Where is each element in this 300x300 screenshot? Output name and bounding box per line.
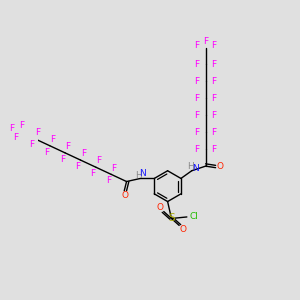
Text: F: F	[35, 128, 40, 137]
Text: F: F	[90, 169, 95, 178]
Text: F: F	[65, 142, 70, 151]
Text: F: F	[212, 111, 217, 120]
Text: F: F	[212, 94, 217, 103]
Text: S: S	[168, 214, 175, 224]
Text: F: F	[212, 77, 217, 86]
Text: F: F	[195, 94, 200, 103]
Text: H: H	[188, 162, 194, 171]
Text: F: F	[195, 77, 200, 86]
Text: O: O	[217, 162, 224, 171]
Text: O: O	[156, 203, 164, 212]
Text: F: F	[10, 124, 15, 133]
Text: F: F	[195, 111, 200, 120]
Text: O: O	[122, 191, 128, 200]
Text: N: N	[139, 169, 146, 178]
Text: F: F	[50, 135, 55, 144]
Text: F: F	[212, 128, 217, 137]
Text: Cl: Cl	[189, 212, 198, 221]
Text: F: F	[195, 41, 200, 50]
Text: F: F	[212, 41, 217, 50]
Text: F: F	[195, 145, 200, 154]
Text: F: F	[29, 140, 34, 149]
Text: F: F	[96, 156, 101, 165]
Text: F: F	[203, 37, 208, 46]
Text: F: F	[195, 128, 200, 137]
Text: F: F	[195, 60, 200, 69]
Text: F: F	[60, 155, 65, 164]
Text: F: F	[20, 121, 25, 130]
Text: F: F	[44, 148, 50, 157]
Text: F: F	[212, 145, 217, 154]
Text: N: N	[192, 164, 199, 173]
Text: F: F	[75, 162, 80, 171]
Text: F: F	[106, 176, 111, 185]
Text: F: F	[14, 133, 19, 142]
Text: F: F	[212, 60, 217, 69]
Text: H: H	[136, 171, 142, 180]
Text: O: O	[179, 225, 187, 234]
Text: F: F	[81, 149, 86, 158]
Text: F: F	[112, 164, 117, 172]
